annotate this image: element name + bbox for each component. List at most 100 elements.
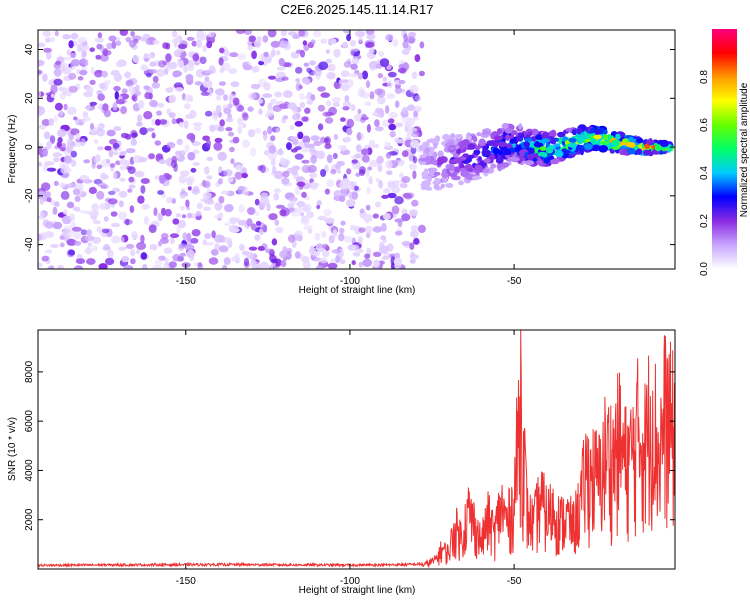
heatmap-noise-cell [266, 108, 274, 117]
heatmap-noise-cell [365, 41, 375, 48]
heatmap-noise-cell [303, 224, 313, 231]
heatmap-noise-cell [113, 150, 118, 156]
heatmap-noise-cell [223, 169, 233, 177]
heatmap-signal-cell [541, 152, 548, 158]
heatmap-noise-cell [320, 169, 327, 177]
heatmap-noise-cell [244, 190, 249, 196]
heatmap-noise-cell [294, 120, 303, 127]
heatmap-noise-cell [394, 87, 403, 94]
heatmap-noise-cell [43, 131, 51, 140]
heatmap-signal-cell [483, 158, 491, 164]
heatmap-noise-cell [70, 159, 77, 167]
heatmap-noise-cell [377, 164, 383, 173]
heatmap-noise-cell [237, 117, 244, 126]
x-tick-label: -50 [507, 576, 522, 587]
heatmap-noise-cell [381, 222, 387, 232]
spectrogram-y-label: Frequency (Hz) [7, 115, 18, 184]
heatmap-noise-cell [235, 164, 244, 171]
heatmap-noise-cell [204, 199, 215, 205]
heatmap-noise-cell [263, 132, 268, 141]
heatmap-noise-cell [90, 66, 95, 75]
heatmap-noise-cell [38, 233, 43, 241]
heatmap-noise-cell [190, 237, 199, 244]
heatmap-noise-cell [202, 79, 213, 88]
heatmap-noise-cell [86, 229, 92, 236]
heatmap-noise-cell [94, 37, 105, 43]
heatmap-signal-cell [460, 170, 470, 178]
heatmap-noise-cell [68, 72, 77, 80]
heatmap-noise-cell [151, 118, 157, 126]
heatmap-noise-cell [295, 78, 300, 83]
heatmap-signal-cell [517, 132, 524, 137]
heatmap-noise-cell [56, 141, 62, 148]
heatmap-noise-cell [267, 75, 277, 80]
heatmap-noise-cell [88, 186, 97, 195]
heatmap-noise-cell [153, 207, 158, 217]
heatmap-noise-cell [399, 182, 408, 189]
heatmap-noise-cell [38, 262, 43, 268]
heatmap-noise-cell [346, 127, 353, 136]
heatmap-noise-cell [301, 215, 308, 223]
heatmap-noise-cell [81, 50, 87, 58]
heatmap-noise-cell [419, 41, 425, 49]
heatmap-noise-cell [209, 124, 216, 132]
heatmap-noise-cell [166, 174, 173, 180]
heatmap-noise-cell [172, 254, 181, 262]
heatmap-noise-cell [411, 199, 419, 207]
heatmap-noise-cell [112, 171, 118, 180]
heatmap-signal-cell [443, 178, 448, 183]
heatmap-noise-cell [130, 129, 138, 139]
heatmap-noise-cell [378, 180, 383, 189]
heatmap-noise-cell [229, 228, 240, 233]
heatmap-noise-cell [151, 132, 156, 139]
heatmap-noise-cell [342, 106, 350, 111]
heatmap-noise-cell [102, 184, 109, 189]
spectrogram-frame [37, 29, 676, 270]
heatmap-noise-cell [275, 127, 281, 133]
heatmap-noise-cell [401, 106, 409, 114]
heatmap-noise-cell [172, 30, 178, 38]
heatmap-noise-cell [55, 60, 62, 66]
heatmap-noise-cell [204, 166, 210, 175]
heatmap-noise-cell [149, 244, 158, 251]
heatmap-noise-cell [326, 217, 335, 225]
heatmap-signal-cell [473, 149, 481, 155]
heatmap-signal-cell [545, 146, 554, 154]
x-tick-label: -100 [340, 576, 360, 587]
heatmap-noise-cell [99, 202, 108, 210]
heatmap-noise-cell [413, 110, 418, 119]
heatmap-noise-cell [271, 262, 276, 267]
heatmap-noise-cell [91, 245, 98, 252]
heatmap-noise-cell [152, 39, 160, 45]
heatmap-noise-cell [215, 88, 225, 96]
heatmap-noise-cell [251, 65, 260, 73]
heatmap-noise-cell [213, 142, 223, 151]
heatmap-noise-cell [365, 80, 371, 89]
heatmap-noise-cell [85, 246, 92, 255]
heatmap-noise-cell [321, 231, 327, 238]
heatmap-noise-cell [204, 69, 214, 74]
heatmap-noise-cell [130, 248, 136, 257]
heatmap-noise-cell [114, 91, 120, 100]
heatmap-noise-cell [202, 44, 208, 53]
heatmap-noise-cell [236, 53, 247, 60]
heatmap-noise-cell [248, 246, 258, 251]
heatmap-noise-cell [242, 139, 250, 149]
heatmap-noise-cell [355, 144, 362, 153]
heatmap-noise-cell [96, 127, 105, 137]
heatmap-noise-cell [413, 105, 422, 113]
heatmap-noise-cell [386, 93, 395, 99]
heatmap-noise-cell [385, 34, 394, 41]
heatmap-noise-cell [72, 188, 81, 196]
heatmap-noise-cell [202, 192, 212, 199]
heatmap-noise-cell [372, 213, 379, 219]
heatmap-noise-cell [374, 143, 379, 149]
heatmap-noise-cell [179, 206, 185, 211]
heatmap-noise-cell [148, 153, 156, 160]
heatmap-noise-cell [157, 190, 165, 195]
heatmap-noise-cell [237, 125, 243, 135]
heatmap-noise-cell [358, 261, 363, 268]
heatmap-noise-cell [383, 251, 391, 260]
heatmap-noise-cell [101, 70, 108, 78]
heatmap-noise-cell [385, 160, 393, 169]
